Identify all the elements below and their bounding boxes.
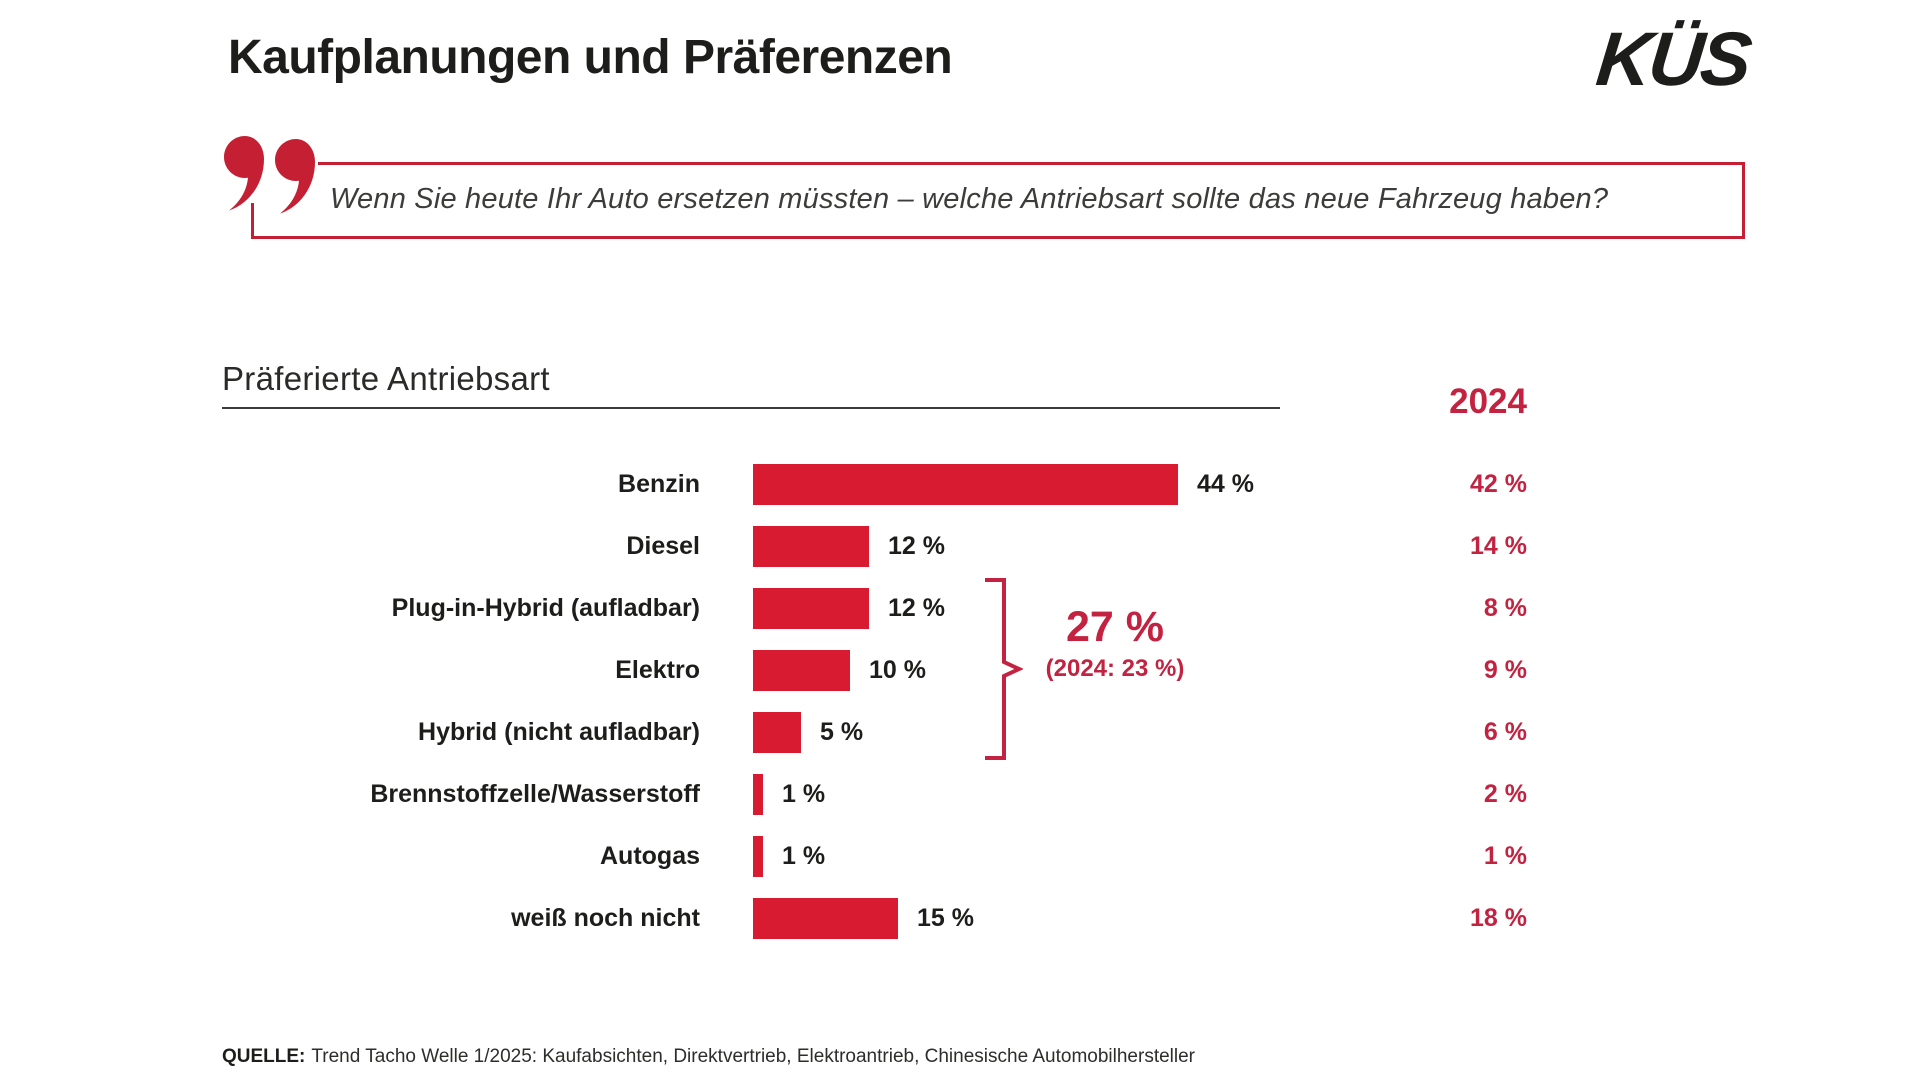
category-label: Autogas	[600, 841, 700, 870]
value-label: 10 %	[869, 655, 926, 684]
chart-row-elektro: Elektro 10 % 9 %	[0, 639, 1920, 701]
value-2024: 1 %	[1483, 841, 1527, 870]
value-label: 44 %	[1197, 469, 1254, 498]
chart-row-weiss-noch-nicht: weiß noch nicht 15 % 18 %	[0, 887, 1920, 949]
chart-title: Präferierte Antriebsart	[222, 360, 550, 397]
quote-frame-bottom	[251, 236, 1745, 239]
group-bracket-icon	[985, 578, 1023, 760]
value-2024: 8 %	[1483, 593, 1527, 622]
value-label: 1 %	[782, 779, 826, 808]
value-label: 12 %	[888, 531, 945, 560]
value-2024: 9 %	[1483, 655, 1527, 684]
category-label: Diesel	[626, 531, 700, 560]
quote-frame-left	[251, 203, 254, 239]
year-2024-column-header: 2024	[1449, 382, 1527, 421]
value-label: 15 %	[917, 903, 974, 932]
quote-frame-top	[318, 162, 1745, 165]
electrified-share-annotation: 27 % (2024: 23 %)	[1035, 606, 1195, 683]
chart-row-brennstoffzelle: Brennstoffzelle/Wasserstoff 1 % 2 %	[0, 763, 1920, 825]
bar-plugin-hybrid	[753, 587, 869, 629]
chart-row-autogas: Autogas 1 % 1 %	[0, 825, 1920, 887]
kus-logo: KÜS	[1592, 17, 1753, 102]
value-2024: 14 %	[1470, 531, 1527, 560]
bar-benzin	[753, 463, 1178, 505]
category-label: Brennstoffzelle/Wasserstoff	[370, 779, 700, 808]
bar-hybrid	[753, 711, 801, 753]
value-label: 1 %	[782, 841, 826, 870]
source-prefix: QUELLE:	[222, 1046, 306, 1067]
bar-autogas	[753, 835, 763, 877]
chart-row-benzin: Benzin 44 % 42 %	[0, 453, 1920, 515]
category-label: Elektro	[615, 655, 700, 684]
value-2024: 42 %	[1470, 469, 1527, 498]
category-label: weiß noch nicht	[511, 903, 700, 932]
chart-title-underline	[222, 407, 1280, 409]
value-label: 12 %	[888, 593, 945, 622]
source-text: Trend Tacho Welle 1/2025: Kaufabsichten,…	[311, 1046, 1196, 1067]
chart-row-hybrid: Hybrid (nicht aufladbar) 5 % 6 %	[0, 701, 1920, 763]
electrified-share-previous-year: (2024: 23 %)	[1045, 655, 1185, 682]
quotation-marks-icon	[224, 136, 315, 214]
chart-row-plugin-hybrid: Plug-in-Hybrid (aufladbar) 12 % 8 %	[0, 577, 1920, 639]
value-2024: 6 %	[1483, 717, 1527, 746]
bar-elektro	[753, 649, 850, 691]
survey-question: Wenn Sie heute Ihr Auto ersetzen müssten…	[330, 183, 1609, 215]
category-label: Plug-in-Hybrid (aufladbar)	[391, 593, 700, 622]
value-label: 5 %	[820, 717, 864, 746]
quote-frame-right	[1742, 162, 1745, 239]
bar-weiss-noch-nicht	[753, 897, 898, 939]
value-2024: 2 %	[1483, 779, 1527, 808]
chart-row-diesel: Diesel 12 % 14 %	[0, 515, 1920, 577]
electrified-share-value: 27 %	[1065, 603, 1164, 651]
category-label: Benzin	[618, 469, 700, 498]
bar-chart: Benzin 44 % 42 % Diesel 12 % 14 % Plug-i…	[0, 453, 1920, 949]
source-note: QUELLE: Trend Tacho Welle 1/2025: Kaufabs…	[222, 1046, 1195, 1068]
value-2024: 18 %	[1470, 903, 1527, 932]
bar-brennstoffzelle	[753, 773, 763, 815]
page-title: Kaufplanungen und Präferenzen	[228, 31, 953, 84]
category-label: Hybrid (nicht aufladbar)	[418, 717, 700, 746]
bar-diesel	[753, 525, 869, 567]
